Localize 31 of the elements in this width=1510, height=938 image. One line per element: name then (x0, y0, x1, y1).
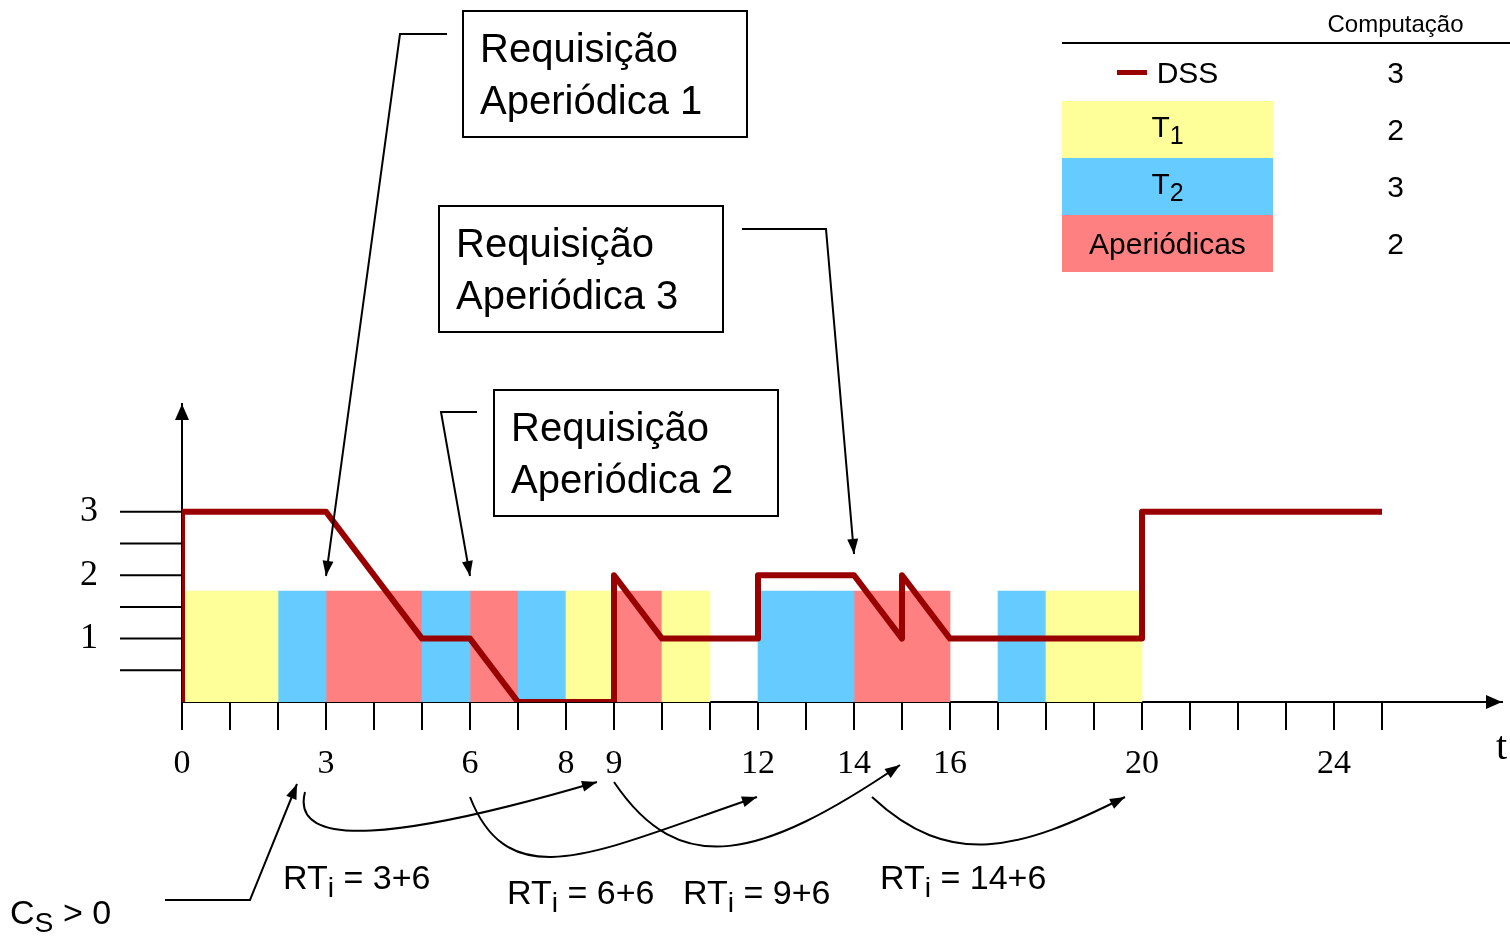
x-tick-label: 8 (557, 743, 575, 781)
text: 3 (1386, 169, 1405, 204)
x-tick-label: 20 (1125, 743, 1159, 781)
text: Requisição Aperiódica 1 (462, 10, 748, 138)
x-tick-label: 9 (605, 743, 623, 781)
text: T$_{1}$ (1151, 109, 1184, 150)
text: RT$_{i}$ = 14+6 (880, 858, 1047, 904)
text: T$_{2}$ (1151, 166, 1184, 207)
text: 3 (1386, 55, 1405, 90)
x-tick-label: 6 (461, 743, 479, 781)
text: Aperiódicas (1089, 226, 1246, 261)
y-tick-label: 2 (80, 552, 98, 593)
text: 2 (1386, 112, 1405, 147)
legend-title: Computação (1326, 9, 1465, 39)
text: RT$_{i}$ = 9+6 (683, 873, 831, 919)
x-tick-label: 12 (741, 743, 775, 781)
legend-label: DSS (1156, 55, 1219, 90)
x-axis-title: t (1496, 722, 1508, 769)
text: RT$_{i}$ = 6+6 (507, 873, 655, 919)
text: 2 (1386, 226, 1405, 261)
y-tick-label: 3 (80, 489, 98, 530)
text: RT$_{i}$ = 3+6 (283, 858, 431, 904)
x-tick-label: 3 (317, 743, 335, 781)
text: Requisição Aperiódica 3 (438, 205, 724, 333)
text: C$_{S}$ > 0 (10, 893, 112, 938)
x-tick-label: 0 (173, 743, 191, 781)
x-tick-label: 16 (933, 743, 967, 781)
x-tick-label: 14 (837, 743, 871, 781)
annotation: Requisição Aperiódica 2 (493, 389, 779, 517)
x-tick-label: 24 (1317, 743, 1351, 781)
y-tick-label: 1 (80, 616, 98, 657)
